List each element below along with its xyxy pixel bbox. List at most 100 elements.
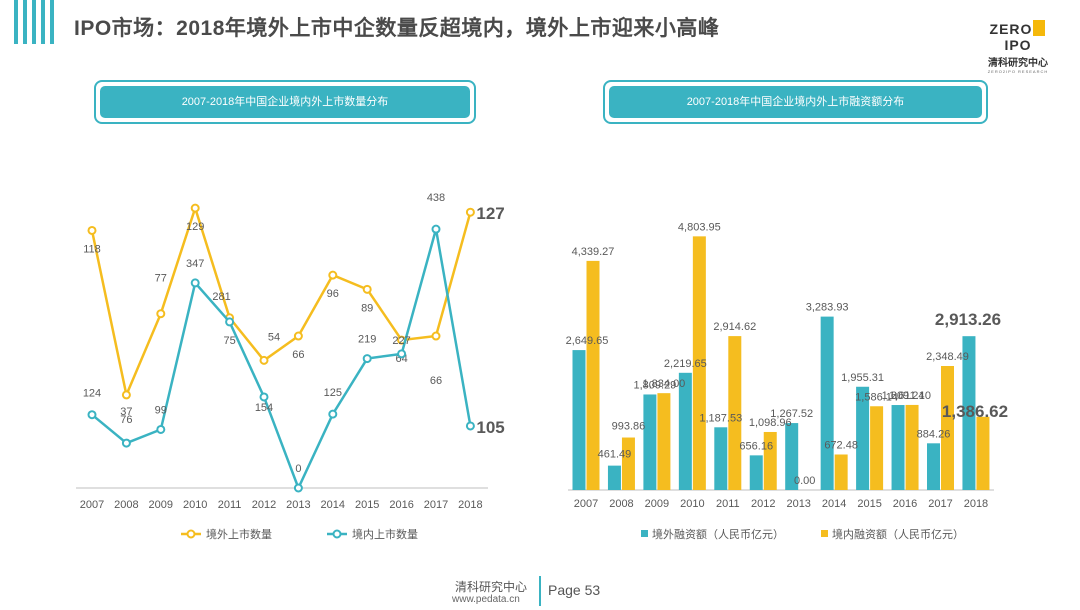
legend-label: 境内融资额（人民币亿元）	[832, 527, 964, 541]
data-point	[156, 309, 166, 319]
data-label: 1,098.96	[749, 417, 792, 429]
bar-chart: 2007 2008 2009 2010 2011 2012 2013 2014 2015 2016…	[566, 221, 1009, 541]
bar-overseas	[962, 336, 976, 490]
data-label: 3,283.93	[806, 302, 849, 314]
legend-swatch	[821, 530, 828, 537]
bar-domestic	[586, 260, 600, 490]
data-label: 656.16	[739, 440, 773, 452]
bar-overseas	[572, 350, 586, 490]
bar-domestic	[621, 437, 635, 490]
page-title: IPO市场：2018年境外上市中企数量反超境内，境外上市迎来小高峰	[74, 17, 720, 40]
logo-text-left: ZERO	[989, 21, 1033, 37]
logo-subtitle: 清科研究中心	[988, 58, 1048, 69]
data-point	[259, 392, 269, 402]
x-tick-label: 2011	[716, 498, 740, 510]
data-label: 227	[392, 335, 410, 347]
data-label: 66	[292, 349, 304, 361]
data-label: 0.00	[794, 475, 815, 487]
bar-overseas	[891, 405, 905, 490]
data-label: 4,803.95	[678, 221, 721, 233]
x-tick-label: 2011	[218, 499, 242, 511]
data-label: 37	[120, 406, 132, 418]
x-tick-label: 2010	[183, 499, 207, 511]
bar-domestic	[657, 393, 671, 490]
footer-divider	[539, 576, 541, 606]
legend-swatch-marker	[186, 529, 196, 539]
x-tick-label: 2014	[822, 498, 846, 510]
data-label: 2,649.65	[566, 335, 609, 347]
bar-overseas	[927, 443, 940, 490]
legend-swatch-marker	[332, 529, 342, 539]
data-label-highlight: 2,913.26	[935, 310, 1001, 329]
data-label: 1,586.14	[855, 391, 898, 403]
left-chart-title: 2007-2018年中国企业境内外上市数量分布	[100, 86, 470, 118]
data-label: 154	[255, 402, 273, 414]
data-point	[465, 207, 475, 217]
data-label: 219	[358, 334, 376, 346]
x-tick-label: 2013	[286, 499, 310, 511]
data-label: 884.26	[917, 428, 951, 440]
data-label: 124	[83, 388, 101, 400]
data-label: 54	[268, 331, 280, 343]
data-label-highlight: 105	[476, 418, 504, 437]
bar-overseas	[785, 423, 799, 490]
bar-overseas	[820, 316, 834, 490]
header-decoration	[14, 0, 54, 44]
brand-logo: ZEROIPO 清科研究中心 ZERO2IPO RESEARCH	[978, 20, 1058, 74]
bar-overseas	[678, 372, 692, 490]
data-point	[431, 224, 441, 234]
data-label: 2,348.49	[926, 351, 969, 363]
data-label: 76	[120, 414, 132, 426]
data-point	[87, 410, 97, 420]
x-tick-label: 2014	[321, 499, 345, 511]
right-chart-title-box: 2007-2018年中国企业境内外上市融资额分布	[603, 80, 988, 124]
x-tick-label: 2016	[893, 498, 917, 510]
x-tick-label: 2009	[149, 499, 173, 511]
bar-overseas	[714, 427, 728, 490]
x-tick-label: 2016	[389, 499, 413, 511]
data-label: 1,809.29	[633, 379, 676, 391]
data-label: 347	[186, 258, 204, 270]
x-tick-label: 2015	[355, 499, 379, 511]
bar-domestic	[834, 454, 848, 490]
x-tick-label: 2015	[857, 498, 881, 510]
data-label: 2,219.65	[664, 358, 707, 370]
data-point	[259, 355, 269, 365]
data-point	[121, 438, 131, 448]
x-tick-label: 2007	[574, 498, 598, 510]
series-line-overseas	[90, 204, 472, 400]
x-tick-label: 2008	[114, 499, 138, 511]
data-point	[397, 349, 407, 359]
bar-domestic	[763, 431, 777, 490]
data-label: 993.86	[612, 421, 646, 433]
x-tick-label: 2008	[609, 498, 633, 510]
data-point	[293, 331, 303, 341]
x-tick-label: 2018	[458, 499, 482, 511]
line-chart: 2007 2008 2009 2010 2011 2012 2013 2014 2015 2016…	[76, 192, 505, 541]
x-tick-label: 2012	[252, 499, 276, 511]
footer: 清科研究中心 www.pedata.cn Page 53	[0, 572, 1080, 610]
data-label: 118	[83, 243, 101, 255]
logo-tagline: ZERO2IPO RESEARCH	[987, 69, 1049, 74]
data-label: 461.49	[598, 449, 632, 461]
data-label: 1,609.24	[882, 390, 925, 402]
x-tick-label: 2009	[645, 498, 669, 510]
bar-overseas	[856, 386, 870, 490]
bar-domestic	[728, 336, 742, 490]
logo-text-right: IPO	[1004, 37, 1032, 53]
left-chart-title-box: 2007-2018年中国企业境内外上市数量分布	[94, 80, 476, 124]
x-tick-label: 2010	[680, 498, 704, 510]
data-label: 281	[212, 291, 230, 303]
data-label: 4,339.27	[572, 246, 615, 258]
logo-mark-icon	[1033, 20, 1046, 36]
data-point	[328, 270, 338, 280]
data-label: 99	[155, 404, 167, 416]
bar-overseas	[749, 455, 763, 490]
bar-overseas	[643, 394, 657, 490]
bar-domestic	[905, 404, 919, 490]
data-point	[293, 483, 303, 493]
data-label: 672.48	[824, 439, 858, 451]
data-label: 1,834.00	[642, 378, 685, 390]
series-line-domestic	[91, 228, 472, 492]
bar-overseas	[607, 465, 621, 490]
